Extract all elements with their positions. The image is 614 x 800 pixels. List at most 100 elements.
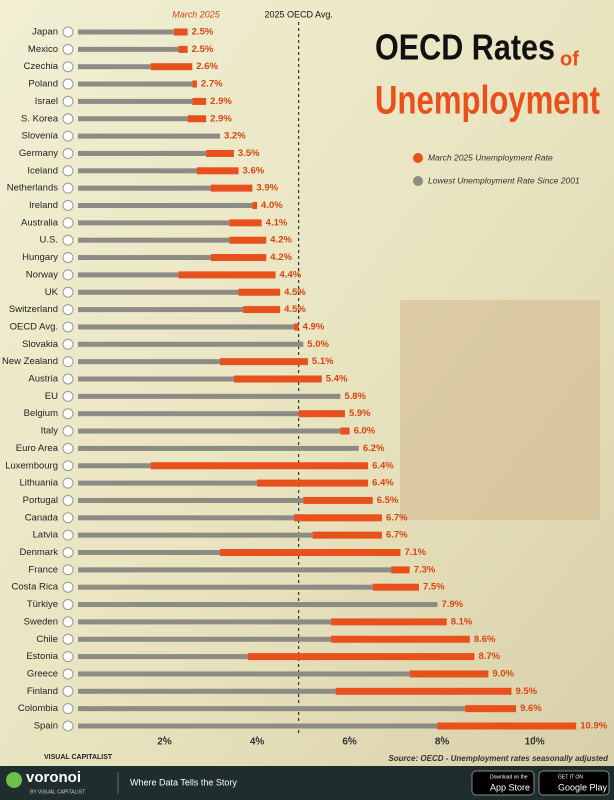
lowest-bar — [78, 654, 248, 660]
lowest-bar — [78, 185, 211, 191]
current-bar — [178, 45, 188, 53]
value-label: 4.2% — [270, 252, 292, 263]
country-label: Colombia — [18, 703, 59, 714]
lowest-bar — [78, 255, 211, 261]
country-label: Israel — [35, 96, 58, 107]
lowest-bar — [78, 307, 244, 313]
country-label: Iceland — [27, 165, 58, 176]
flag — [62, 321, 74, 333]
flag — [62, 581, 74, 593]
country-label: Euro Area — [16, 443, 59, 454]
current-bar — [312, 531, 382, 539]
country-label: Poland — [28, 79, 58, 90]
value-label: 2.5% — [192, 44, 214, 55]
flag — [62, 512, 74, 524]
value-label: 6.4% — [372, 478, 394, 489]
current-bar — [335, 687, 512, 695]
country-label: OECD Avg. — [10, 321, 58, 332]
country-label: Slovakia — [22, 339, 59, 350]
badge-label: App Store — [490, 782, 530, 792]
country-label: Belgium — [24, 408, 58, 419]
lowest-bar — [78, 133, 221, 139]
flag — [62, 616, 74, 628]
country-label: EU — [45, 391, 58, 402]
value-label: 4.2% — [270, 235, 292, 246]
lowest-bar — [78, 515, 295, 521]
country-label: Lithuania — [19, 478, 58, 489]
lowest-bar — [78, 359, 221, 365]
current-bar — [238, 288, 281, 296]
lowest-bar — [78, 272, 179, 278]
x-tick-label: 2% — [157, 737, 172, 748]
lowest-bar — [78, 81, 193, 87]
flag — [62, 95, 74, 107]
legend-swatch — [413, 153, 423, 163]
badge-small: Download on the — [490, 774, 528, 780]
lowest-bar — [78, 64, 151, 70]
x-tick-label: 10% — [525, 737, 545, 748]
current-bar — [437, 722, 577, 730]
country-label: Italy — [41, 426, 59, 437]
value-label: 9.5% — [515, 686, 537, 697]
current-bar — [229, 219, 262, 227]
current-bar — [247, 653, 475, 661]
lowest-bar — [78, 532, 313, 538]
flag — [62, 26, 74, 38]
flag — [62, 685, 74, 697]
value-label: 4.4% — [280, 269, 302, 280]
value-label: 8.6% — [474, 634, 496, 645]
value-label: 8.7% — [478, 651, 500, 662]
flag — [62, 165, 74, 177]
country-label: S. Korea — [21, 113, 59, 124]
lowest-bar — [78, 445, 359, 451]
country-label: Switzerland — [9, 304, 58, 315]
country-label: Denmark — [19, 547, 58, 558]
flag — [62, 599, 74, 611]
country-label: UK — [45, 287, 59, 298]
country-label: Latvia — [33, 530, 59, 541]
value-label: 4.9% — [303, 321, 325, 332]
lowest-bar — [78, 688, 336, 694]
flag — [62, 304, 74, 316]
lowest-bar — [78, 671, 410, 677]
flag — [62, 356, 74, 368]
x-tick-label: 8% — [435, 737, 450, 748]
current-bar — [150, 462, 369, 470]
box-photo — [400, 300, 600, 520]
lowest-bar — [78, 393, 341, 399]
lowest-bar — [78, 116, 188, 122]
lowest-bar — [78, 29, 174, 35]
value-label: 2.9% — [210, 96, 232, 107]
country-label: Costa Rica — [12, 582, 59, 593]
value-label: 3.6% — [243, 165, 265, 176]
flag — [62, 703, 74, 715]
current-bar — [210, 254, 267, 262]
country-label: Germany — [19, 148, 58, 159]
value-label: 8.1% — [451, 616, 473, 627]
flag — [62, 338, 74, 350]
app-store-badge[interactable] — [471, 770, 535, 796]
current-bar — [220, 358, 308, 366]
lowest-bar — [78, 46, 179, 52]
current-bar — [409, 670, 489, 678]
lowest-bar — [78, 602, 438, 608]
app-name: voronoi — [26, 769, 81, 786]
value-label: 7.3% — [414, 564, 436, 575]
value-label: 6.7% — [386, 530, 408, 541]
google-play-badge[interactable] — [538, 770, 610, 796]
flag — [62, 130, 74, 142]
country-label: Estonia — [26, 651, 58, 662]
current-bar — [220, 549, 401, 556]
lowest-bar — [78, 376, 234, 382]
value-label: 2.9% — [210, 113, 232, 124]
value-label: 4.5% — [284, 287, 306, 298]
flag — [62, 234, 74, 246]
current-bar — [340, 427, 350, 435]
app-logo — [6, 772, 22, 788]
legend-label: March 2025 Unemployment Rate — [428, 152, 553, 162]
flag — [62, 390, 74, 402]
reference-label: 2025 OECD Avg. — [264, 9, 332, 19]
current-bar — [252, 202, 258, 209]
value-label: 6.0% — [354, 426, 376, 437]
